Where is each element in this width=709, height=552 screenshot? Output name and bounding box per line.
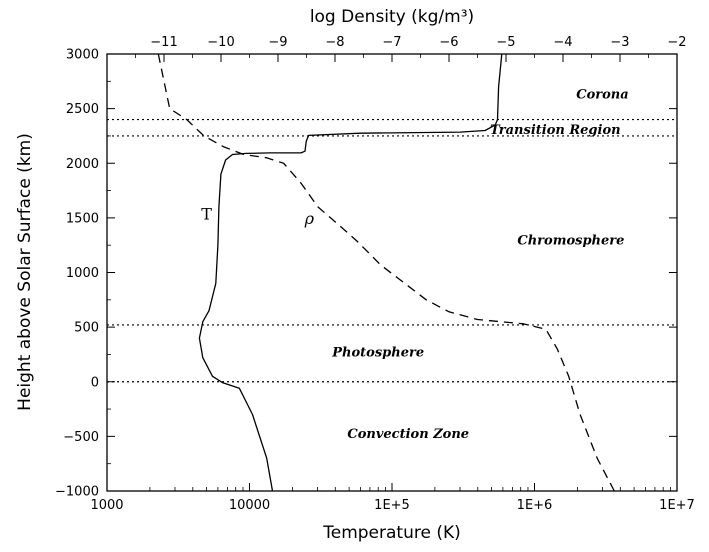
top-tick-label: −9 xyxy=(268,35,287,50)
y-tick-label: 500 xyxy=(74,321,99,336)
top-tick-label: −6 xyxy=(439,35,458,50)
top-tick-label: −11 xyxy=(150,35,177,50)
x-axis-title: Temperature (K) xyxy=(322,523,461,543)
region-label: Transition Region xyxy=(490,123,621,138)
y-axis-title: Height above Solar Surface (km) xyxy=(15,133,35,411)
top-tick-label: −4 xyxy=(553,35,572,50)
y-tick-label: 2500 xyxy=(66,102,99,117)
region-label: Corona xyxy=(576,87,628,102)
top-tick-label: −3 xyxy=(610,35,629,50)
y-tick-label: 1500 xyxy=(66,211,99,226)
y-tick-label: 0 xyxy=(91,375,99,390)
y-tick-label: 2000 xyxy=(66,157,99,172)
top-tick-label: −7 xyxy=(382,35,401,50)
data-series xyxy=(157,53,615,492)
y-tick-label: −500 xyxy=(63,430,99,445)
axis-ticks: 1000 10000 1E+5 1E+6 1E+7−11 −10 −9 −8 −7 −6 −5 −4−… xyxy=(55,35,695,513)
top-tick-label: −10 xyxy=(207,35,234,50)
temperature-curve xyxy=(198,53,503,492)
x-tick-label: 1E+5 xyxy=(374,498,410,513)
x-tick-label: 1E+7 xyxy=(659,498,695,513)
region-label: Photosphere xyxy=(331,346,424,361)
top-axis-title: log Density (kg/m³) xyxy=(310,7,474,27)
region-labels: Corona Transition Region Chromosphere Photo… xyxy=(331,87,628,442)
x-tick-label: 10000 xyxy=(229,498,270,513)
region-label: Convection Zone xyxy=(347,427,469,442)
temperature-curve-label: T xyxy=(201,205,212,224)
x-tick-label: 1000 xyxy=(90,498,123,513)
top-tick-label: −8 xyxy=(325,35,344,50)
x-tick-label: 1E+6 xyxy=(517,498,553,513)
y-tick-label: 3000 xyxy=(66,48,99,63)
region-label: Chromosphere xyxy=(517,234,624,249)
y-tick-label: −1000 xyxy=(55,485,99,500)
top-tick-label: −2 xyxy=(667,35,686,50)
density-curve-label: ρ xyxy=(304,209,315,228)
density-curve xyxy=(157,53,615,492)
top-tick-label: −5 xyxy=(496,35,515,50)
y-tick-label: 1000 xyxy=(66,266,99,281)
region-boundaries xyxy=(107,118,677,383)
